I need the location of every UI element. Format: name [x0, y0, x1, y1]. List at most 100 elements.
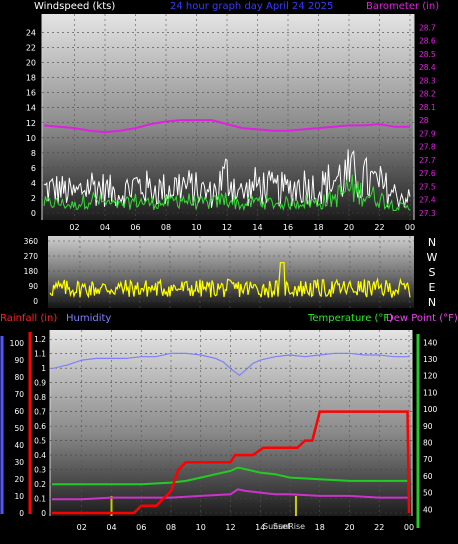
humidity-tick-label: 80 — [14, 373, 24, 382]
barometer-tick-label: 28.7 — [419, 23, 436, 32]
windspeed-tick-label: 20 — [26, 59, 36, 68]
x-tick-label: 02 — [69, 223, 79, 232]
barometer-tick-label: 27.9 — [419, 129, 436, 138]
humidity-tick-label: 40 — [14, 441, 24, 450]
x-tick-label: 02 — [77, 523, 87, 532]
windspeed-tick-label: 10 — [26, 134, 36, 143]
rainfall-tick-label: 0.6 — [34, 422, 46, 431]
windspeed-tick-label: 24 — [26, 29, 36, 38]
wind-direction-series — [49, 262, 411, 299]
x-tick-label: 20 — [344, 523, 354, 532]
wind-average-line — [43, 174, 411, 212]
x-tick-label: 04 — [100, 223, 110, 232]
x-tick-label: 14 — [255, 523, 265, 532]
x-tick-label: 20 — [344, 223, 354, 232]
temperature-tick-label: 100 — [423, 405, 438, 414]
humidity-axis: 0 10 20 30 40 50 60 70 80 90 100 — [0, 336, 25, 518]
temperature-label: Temperature (°F) — [308, 313, 394, 324]
windspeed-tick-label: 14 — [26, 104, 36, 113]
direction-panel-grid — [48, 236, 414, 308]
temp-panel-x-ticks: 02 04 06 08 10 12 14 18 20 22 00 — [77, 523, 414, 532]
wind-panel-x-ticks: 02 04 06 08 10 12 14 16 18 20 22 00 — [69, 223, 415, 232]
rainfall-label: Rainfall (in) — [0, 313, 58, 324]
x-tick-label: 00 — [405, 223, 415, 232]
barometer-tick-label: 27.7 — [419, 156, 436, 165]
x-tick-label: 18 — [315, 523, 325, 532]
humidity-tick-label: 70 — [14, 390, 24, 399]
humidity-tick-label: 0 — [19, 509, 24, 518]
humidity-tick-label: 20 — [14, 475, 24, 484]
x-tick-label: 04 — [106, 523, 116, 532]
direction-tick-label: 270 — [24, 252, 39, 261]
barometer-tick-label: 27.3 — [419, 209, 436, 218]
x-tick-label: 16 — [283, 223, 293, 232]
direction-tick-label: 90 — [28, 282, 38, 291]
x-tick-label: 18 — [313, 223, 323, 232]
compass-label: N — [428, 236, 436, 249]
humidity-tick-label: 100 — [10, 339, 25, 348]
rainfall-tick-label: 0.4 — [34, 451, 46, 460]
windspeed-tick-label: 12 — [26, 119, 36, 128]
compass-label: E — [429, 281, 436, 294]
x-tick-label: 12 — [222, 223, 232, 232]
windspeed-tick-label: 16 — [26, 89, 36, 98]
compass-label: S — [429, 266, 436, 279]
direction-tick-label: 360 — [24, 237, 39, 246]
direction-degree-axis: 0 90 180 270 360 — [24, 237, 39, 306]
barometer-axis: 27.3 27.4 27.5 27.6 27.7 27.8 27.9 28 28.1 28.2 28… — [419, 23, 436, 218]
rainfall-tick-label: 0.1 — [34, 495, 46, 504]
barometer-tick-label: 28.3 — [419, 76, 436, 85]
compass-label: N — [428, 296, 436, 309]
rainfall-line — [52, 410, 411, 515]
temperature-tick-label: 110 — [423, 388, 438, 397]
barometer-tick-label: 27.5 — [419, 182, 436, 191]
rainfall-tick-label: 1 — [41, 364, 46, 373]
wind-gust-line — [43, 149, 411, 208]
direction-tick-label: 180 — [24, 267, 39, 276]
barometer-label: Barometer (in) — [366, 1, 440, 12]
rainfall-tick-label: 0.7 — [34, 408, 46, 417]
dewpoint-line — [52, 488, 409, 501]
rainfall-tick-label: 1.2 — [34, 335, 46, 344]
x-tick-label: 14 — [252, 223, 262, 232]
humidity-label: Humidity — [66, 313, 112, 324]
humidity-tick-label: 30 — [14, 458, 24, 467]
rainfall-tick-label: 0.3 — [34, 466, 46, 475]
windspeed-tick-label: 8 — [31, 149, 36, 158]
temperature-tick-label: 120 — [423, 372, 438, 381]
rainfall-tick-label: 0.2 — [34, 480, 46, 489]
windspeed-tick-label: 4 — [31, 179, 36, 188]
barometer-tick-label: 28.6 — [419, 37, 436, 46]
rainfall-tick-label: 0 — [41, 509, 46, 518]
temperature-tick-label: 140 — [423, 338, 438, 347]
barometer-tick-label: 28.2 — [419, 90, 436, 99]
x-tick-label: 00 — [404, 523, 414, 532]
dewpoint-label: Dew Point (°F) — [386, 313, 458, 324]
barometer-tick-label: 27.6 — [419, 169, 436, 178]
temperature-tick-label: 70 — [423, 455, 433, 464]
compass-label: W — [427, 251, 438, 264]
windspeed-tick-label: 22 — [26, 44, 36, 53]
windspeed-tick-label: 18 — [26, 74, 36, 83]
rainfall-tick-label: 1.1 — [34, 350, 46, 359]
rainfall-tick-label: 0.9 — [34, 379, 46, 388]
barometer-tick-label: 27.4 — [419, 196, 436, 205]
direction-tick-label: 0 — [33, 297, 38, 306]
x-tick-label: 10 — [191, 223, 201, 232]
x-tick-label: 06 — [130, 223, 140, 232]
rainfall-tick-label: 0.5 — [34, 437, 46, 446]
sunset-label: Sunset — [263, 522, 291, 531]
barometer-tick-label: 28 — [419, 116, 429, 125]
temperature-tick-label: 50 — [423, 489, 433, 498]
x-tick-label: 22 — [374, 523, 384, 532]
rainfall-axis: 0 0.1 0.2 0.3 0.4 0.5 0.6 0.7 0.8 0.9 1 1.1 1.2 — [28, 332, 46, 518]
barometer-line — [43, 119, 410, 134]
x-tick-label: 12 — [225, 523, 235, 532]
graph-title: 24 hour graph day April 24 2025 — [170, 1, 334, 12]
humidity-tick-label: 90 — [14, 356, 24, 365]
wind-average-series — [43, 174, 411, 212]
direction-panel-background — [48, 236, 414, 308]
